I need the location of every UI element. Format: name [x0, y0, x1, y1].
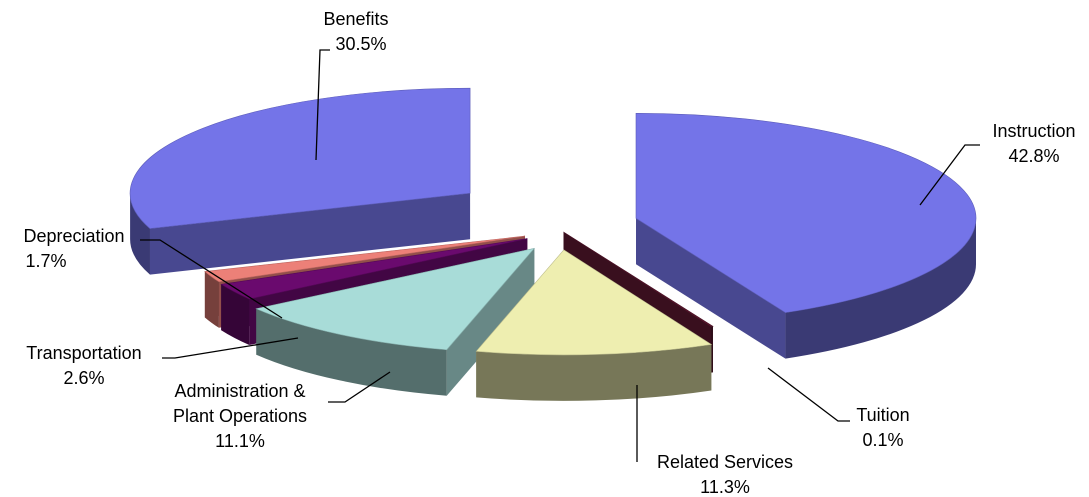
slice-wall: [636, 218, 786, 359]
leader-lines: [140, 49, 980, 462]
label-administration-value: 11.1%: [215, 431, 265, 451]
slice-side: [711, 326, 713, 373]
label-administration: Administration & Plant Operations 11.1%: [173, 381, 307, 451]
leader-line-depreciation: [140, 239, 283, 319]
slice-top: [635, 112, 977, 313]
label-instruction-name: Instruction: [992, 121, 1075, 141]
slice-wall: [149, 193, 471, 275]
slice-top: [129, 87, 471, 229]
label-benefits-value: 30.5%: [335, 34, 386, 54]
label-transportation-name: Transportation: [26, 343, 141, 363]
leader-line-administration: [328, 371, 391, 403]
slice-top: [255, 247, 536, 351]
slice-side: [476, 344, 712, 401]
label-administration-name-line2: Plant Operations: [173, 406, 307, 426]
pie-slice-instruction: [635, 112, 977, 359]
leader-line-instruction: [919, 144, 980, 206]
label-depreciation: Depreciation 1.7%: [23, 226, 124, 271]
label-instruction-value: 42.8%: [1008, 146, 1059, 166]
slice-top: [220, 238, 528, 300]
leader-line-transportation: [162, 337, 299, 359]
pie-slice-benefits: [129, 87, 471, 275]
slice-top: [563, 231, 714, 327]
slice-top: [204, 235, 526, 283]
leader-line-benefits: [315, 49, 330, 161]
label-related-services: Related Services 11.3%: [657, 452, 793, 497]
slice-side: [130, 193, 150, 275]
label-administration-name-line1: Administration &: [174, 381, 305, 401]
label-transportation: Transportation 2.6%: [26, 343, 141, 388]
label-tuition-value: 0.1%: [862, 430, 903, 450]
label-related-services-value: 11.3%: [700, 477, 750, 497]
slice-top: [475, 249, 713, 356]
slice-side: [221, 284, 250, 346]
slice-side: [256, 308, 447, 396]
label-transportation-value: 2.6%: [63, 368, 104, 388]
pie-slices: [129, 87, 977, 401]
label-tuition-name: Tuition: [856, 405, 909, 425]
label-tuition: Tuition 0.1%: [856, 405, 909, 450]
pie-slice-related-services: [475, 249, 713, 401]
pie-slice-administration-plant-operations: [255, 247, 536, 396]
label-benefits-name: Benefits: [323, 9, 388, 29]
slice-side: [785, 218, 976, 359]
label-instruction: Instruction 42.8%: [992, 121, 1075, 166]
leader-line-tuition: [767, 367, 850, 422]
label-depreciation-value: 1.7%: [25, 251, 66, 271]
label-depreciation-name: Depreciation: [23, 226, 124, 246]
slice-side: [204, 271, 219, 328]
label-benefits: Benefits 30.5%: [323, 9, 388, 54]
label-related-services-name: Related Services: [657, 452, 793, 472]
